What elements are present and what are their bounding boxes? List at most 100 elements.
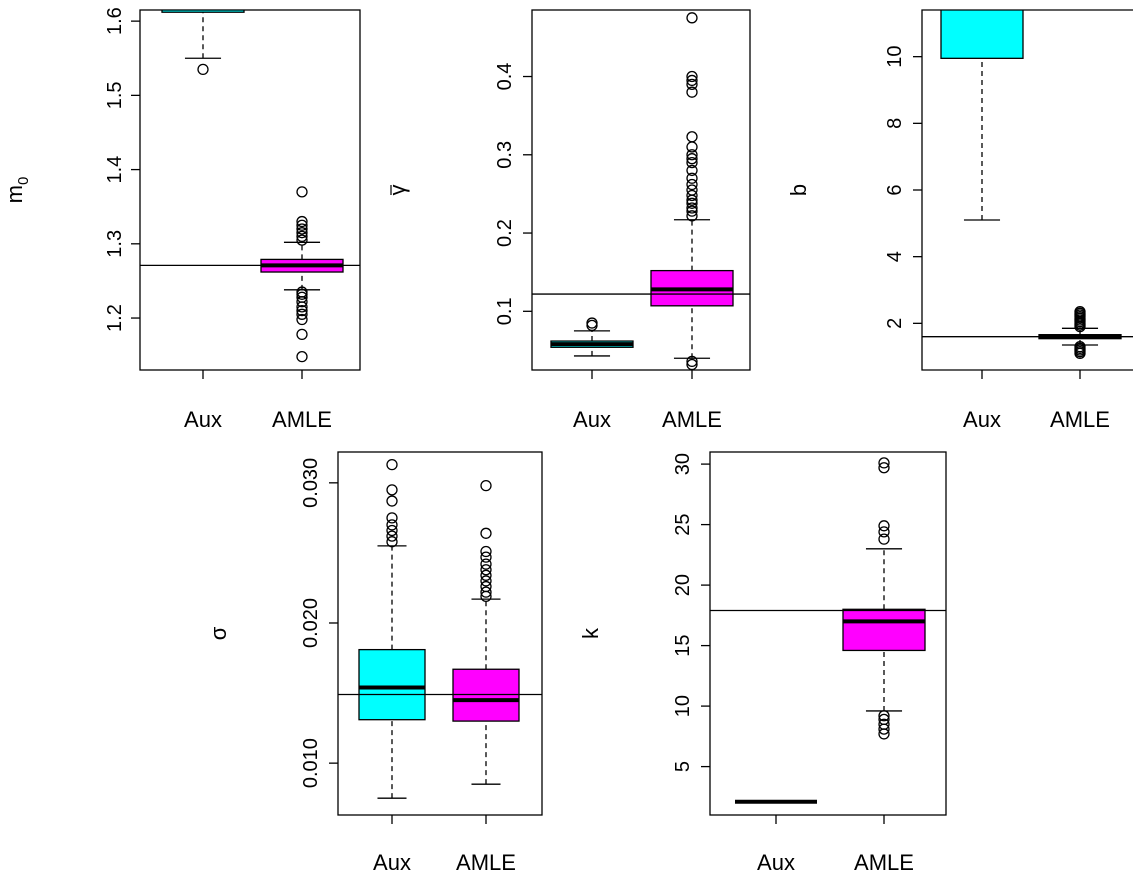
box-amle bbox=[452, 479, 520, 785]
outlier-point bbox=[686, 164, 698, 177]
outlier-point bbox=[686, 141, 698, 153]
outlier-point bbox=[686, 205, 698, 217]
y-tick-label: 25 bbox=[672, 513, 694, 535]
y-tick-label: 6 bbox=[884, 184, 906, 195]
outlier-point bbox=[686, 149, 698, 161]
outlier-point bbox=[686, 197, 698, 209]
outlier-point bbox=[386, 512, 398, 524]
y-axis-label: σ bbox=[206, 626, 231, 640]
x-category-label: AMLE bbox=[854, 850, 914, 875]
outlier-point bbox=[686, 131, 698, 143]
outlier-point bbox=[480, 558, 492, 570]
outlier-point bbox=[386, 536, 398, 548]
x-category-label: Aux bbox=[757, 850, 795, 875]
outlier-point bbox=[686, 74, 698, 87]
box-amle bbox=[1038, 306, 1122, 359]
outlier-point bbox=[296, 223, 308, 235]
y-tick-label: 8 bbox=[884, 118, 906, 129]
box-aux bbox=[940, 10, 1024, 221]
outlier-point bbox=[386, 495, 398, 507]
boxplot-panel-1: 1.2 1.3 1.4 1.5 1.6 Aux AMLE m0 bbox=[2, 7, 361, 432]
y-tick-label: 0.020 bbox=[300, 598, 322, 648]
outlier-point bbox=[296, 328, 308, 341]
outlier-point bbox=[480, 586, 492, 598]
box-amle bbox=[650, 12, 734, 370]
plot-area bbox=[338, 458, 542, 799]
box-amle bbox=[260, 186, 344, 363]
y-tick-label: 15 bbox=[672, 634, 694, 656]
plot-frame bbox=[139, 9, 361, 371]
plot-frame bbox=[531, 9, 751, 371]
y-tick-label: 1.3 bbox=[104, 230, 126, 258]
y-tick-label: 30 bbox=[672, 453, 694, 475]
y-axis-label: m0 bbox=[2, 177, 32, 204]
y-tick-label: 5 bbox=[672, 761, 694, 772]
outlier-point bbox=[296, 291, 308, 303]
outlier-point bbox=[480, 569, 492, 581]
boxplot-panel-5: 5 10 15 20 25 30 Aux AMLE k bbox=[578, 451, 947, 875]
outlier-point bbox=[878, 462, 890, 474]
outlier-point bbox=[878, 713, 890, 726]
outlier-point bbox=[480, 479, 492, 492]
y-tick-label: 4 bbox=[884, 251, 906, 262]
outlier-point bbox=[296, 304, 308, 317]
y-tick-label: 0.4 bbox=[494, 63, 516, 91]
x-category-label: Aux bbox=[963, 407, 1001, 432]
box-amle bbox=[842, 457, 926, 740]
x-category-label: Aux bbox=[573, 407, 611, 432]
outlier-point bbox=[586, 317, 598, 329]
outlier-point bbox=[686, 355, 698, 368]
plot-area bbox=[140, 10, 360, 363]
outlier-point bbox=[686, 153, 698, 165]
boxplot-panel-4: 0.010 0.020 0.030 Aux AMLE σ bbox=[206, 451, 543, 875]
outlier-point bbox=[878, 526, 890, 538]
plot-area bbox=[532, 12, 750, 370]
outlier-point bbox=[386, 519, 398, 531]
outlier-point bbox=[480, 551, 492, 563]
y-tick-label: 1.5 bbox=[104, 81, 126, 109]
y-tick-label: 20 bbox=[672, 574, 694, 596]
y-axis-label: k bbox=[578, 627, 603, 639]
outlier-point bbox=[296, 186, 308, 198]
outlier-point bbox=[296, 219, 308, 231]
outlier-point bbox=[686, 12, 698, 24]
outlier-point bbox=[686, 86, 698, 98]
y-axis-label: γ bbox=[385, 185, 410, 196]
plot-frame bbox=[921, 9, 1133, 371]
outlier-point bbox=[878, 718, 890, 730]
y-tick-label: 1.2 bbox=[104, 304, 126, 332]
box-iqr bbox=[161, 10, 245, 13]
outlier-point bbox=[296, 286, 308, 298]
x-category-label: Aux bbox=[373, 850, 411, 875]
outlier-point bbox=[296, 313, 308, 326]
y-tick-label: 0.3 bbox=[494, 141, 516, 169]
outlier-point bbox=[686, 189, 698, 202]
outlier-point bbox=[586, 319, 598, 332]
x-category-label: AMLE bbox=[1050, 407, 1110, 432]
outlier-point bbox=[686, 78, 698, 90]
box-iqr bbox=[452, 668, 520, 722]
outlier-point bbox=[296, 230, 308, 243]
box-aux bbox=[161, 10, 245, 76]
outlier-point bbox=[1074, 341, 1086, 353]
plot-area bbox=[710, 457, 946, 804]
y-tick-label: 1.4 bbox=[104, 156, 126, 184]
outlier-point bbox=[686, 210, 698, 222]
outlier-point bbox=[878, 457, 890, 469]
outlier-point bbox=[296, 215, 308, 228]
outlier-point bbox=[686, 156, 698, 169]
outlier-point bbox=[386, 458, 398, 471]
outlier-point bbox=[686, 178, 698, 191]
outlier-point bbox=[296, 227, 308, 239]
outlier-point bbox=[386, 530, 398, 542]
outlier-point bbox=[480, 580, 492, 593]
outlier-point bbox=[878, 710, 890, 722]
outlier-point bbox=[878, 533, 890, 545]
x-category-label: AMLE bbox=[272, 407, 332, 432]
outlier-point bbox=[386, 484, 398, 496]
box-iqr bbox=[940, 10, 1024, 59]
outlier-point bbox=[386, 524, 398, 537]
boxplot-panel-3: 2 4 6 8 10 Aux AMLE b bbox=[786, 9, 1133, 432]
box-aux bbox=[358, 458, 426, 799]
